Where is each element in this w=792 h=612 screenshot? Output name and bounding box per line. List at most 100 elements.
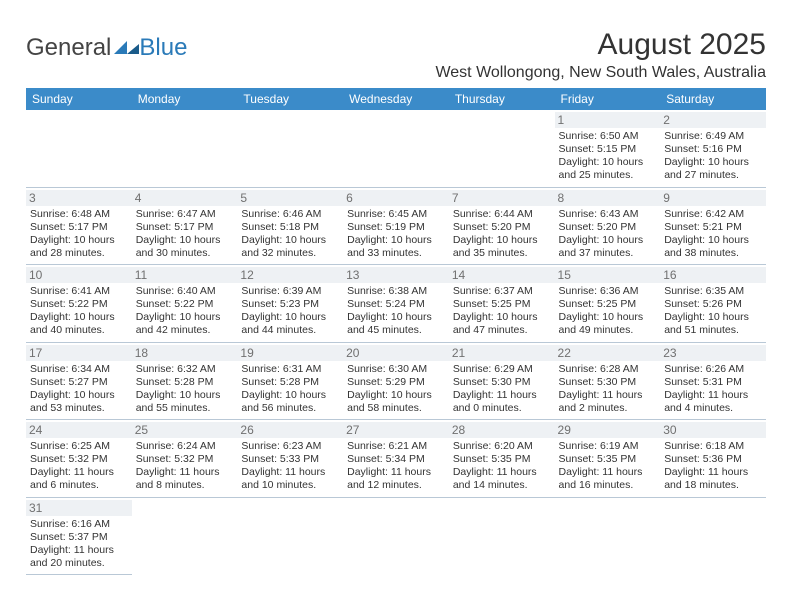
calendar-cell: 28Sunrise: 6:20 AMSunset: 5:35 PMDayligh… (449, 420, 555, 498)
day-number: 6 (343, 190, 449, 206)
day-details: Sunrise: 6:18 AMSunset: 5:36 PMDaylight:… (664, 440, 762, 493)
day-number: 17 (26, 345, 132, 361)
calendar-cell: 13Sunrise: 6:38 AMSunset: 5:24 PMDayligh… (343, 265, 449, 343)
calendar-row: 10Sunrise: 6:41 AMSunset: 5:22 PMDayligh… (26, 265, 766, 343)
calendar-cell: 11 Sunrise: 6:40 AMSunset: 5:22 PMDayligh… (132, 265, 238, 343)
day-number: 30 (660, 422, 766, 438)
day-number: 3 (26, 190, 132, 206)
day-details: Sunrise: 6:21 AMSunset: 5:34 PMDaylight:… (347, 440, 445, 493)
title-block: August 2025 West Wollongong, New South W… (435, 28, 766, 82)
day-details: Sunrise: 6:40 AMSunset: 5:22 PMDaylight:… (136, 285, 234, 338)
day-details: Sunrise: 6:16 AMSunset: 5:37 PMDaylight:… (30, 518, 128, 571)
calendar-cell: 6 Sunrise: 6:45 AMSunset: 5:19 PMDaylight… (343, 187, 449, 265)
calendar-cell: 26Sunrise: 6:23 AMSunset: 5:33 PMDayligh… (237, 420, 343, 498)
calendar-table: Sunday Monday Tuesday Wednesday Thursday… (26, 88, 766, 575)
day-number: 25 (132, 422, 238, 438)
calendar-cell: 24 Sunrise: 6:25 AMSunset: 5:32 PMDayligh… (26, 420, 132, 498)
day-number: 18 (132, 345, 238, 361)
day-details: Sunrise: 6:24 AMSunset: 5:32 PMDaylight:… (136, 440, 234, 493)
calendar-cell (237, 497, 343, 575)
calendar-cell: 17 Sunrise: 6:34 AMSunset: 5:27 PMDayligh… (26, 342, 132, 420)
day-number: 13 (343, 267, 449, 283)
day-details: Sunrise: 6:20 AMSunset: 5:35 PMDaylight:… (453, 440, 551, 493)
day-number: 11 (132, 267, 238, 283)
dayname: Tuesday (237, 88, 343, 110)
calendar-cell: 29 Sunrise: 6:19 AMSunset: 5:35 PMDayligh… (555, 420, 661, 498)
day-number: 12 (237, 267, 343, 283)
day-number: 31 (26, 500, 132, 516)
day-details: Sunrise: 6:41 AMSunset: 5:22 PMDaylight:… (30, 285, 128, 338)
calendar-row: 24 Sunrise: 6:25 AMSunset: 5:32 PMDayligh… (26, 420, 766, 498)
header: General Blue August 2025 West Wollongong… (26, 28, 766, 82)
calendar-cell (26, 110, 132, 187)
calendar-row: 1 Sunrise: 6:50 AMSunset: 5:15 PMDaylight… (26, 110, 766, 187)
day-number: 4 (132, 190, 238, 206)
calendar-row: 31 Sunrise: 6:16 AMSunset: 5:37 PMDayligh… (26, 497, 766, 575)
day-details: Sunrise: 6:50 AMSunset: 5:15 PMDaylight:… (559, 130, 657, 183)
day-header-row: Sunday Monday Tuesday Wednesday Thursday… (26, 88, 766, 110)
day-number: 20 (343, 345, 449, 361)
day-details: Sunrise: 6:31 AMSunset: 5:28 PMDaylight:… (241, 363, 339, 416)
day-details: Sunrise: 6:37 AMSunset: 5:25 PMDaylight:… (453, 285, 551, 338)
dayname: Sunday (26, 88, 132, 110)
calendar-cell: 4 Sunrise: 6:47 AMSunset: 5:17 PMDaylight… (132, 187, 238, 265)
day-number: 26 (237, 422, 343, 438)
day-details: Sunrise: 6:42 AMSunset: 5:21 PMDaylight:… (664, 208, 762, 261)
dayname: Monday (132, 88, 238, 110)
day-details: Sunrise: 6:48 AMSunset: 5:17 PMDaylight:… (30, 208, 128, 261)
calendar-row: 3 Sunrise: 6:48 AMSunset: 5:17 PMDaylight… (26, 187, 766, 265)
day-details: Sunrise: 6:19 AMSunset: 5:35 PMDaylight:… (559, 440, 657, 493)
day-details: Sunrise: 6:49 AMSunset: 5:16 PMDaylight:… (664, 130, 762, 183)
day-number: 16 (660, 267, 766, 283)
calendar-cell: 21Sunrise: 6:29 AMSunset: 5:30 PMDayligh… (449, 342, 555, 420)
day-details: Sunrise: 6:47 AMSunset: 5:17 PMDaylight:… (136, 208, 234, 261)
calendar-cell: 25 Sunrise: 6:24 AMSunset: 5:32 PMDayligh… (132, 420, 238, 498)
day-number: 8 (555, 190, 661, 206)
day-details: Sunrise: 6:43 AMSunset: 5:20 PMDaylight:… (559, 208, 657, 261)
day-details: Sunrise: 6:32 AMSunset: 5:28 PMDaylight:… (136, 363, 234, 416)
calendar-cell: 20 Sunrise: 6:30 AMSunset: 5:29 PMDayligh… (343, 342, 449, 420)
calendar-cell: 9 Sunrise: 6:42 AMSunset: 5:21 PMDaylight… (660, 187, 766, 265)
day-number: 9 (660, 190, 766, 206)
day-details: Sunrise: 6:39 AMSunset: 5:23 PMDaylight:… (241, 285, 339, 338)
day-number: 15 (555, 267, 661, 283)
day-details: Sunrise: 6:30 AMSunset: 5:29 PMDaylight:… (347, 363, 445, 416)
day-number: 24 (26, 422, 132, 438)
logo: General Blue (26, 34, 187, 62)
logo-text-1: General (26, 34, 111, 62)
day-number: 14 (449, 267, 555, 283)
calendar-cell: 2 Sunrise: 6:49 AMSunset: 5:16 PMDaylight… (660, 110, 766, 187)
day-details: Sunrise: 6:25 AMSunset: 5:32 PMDaylight:… (30, 440, 128, 493)
calendar-cell: 22Sunrise: 6:28 AMSunset: 5:30 PMDayligh… (555, 342, 661, 420)
day-number: 5 (237, 190, 343, 206)
location: West Wollongong, New South Wales, Austra… (435, 64, 766, 82)
calendar-cell: 7Sunrise: 6:44 AMSunset: 5:20 PMDaylight… (449, 187, 555, 265)
day-details: Sunrise: 6:34 AMSunset: 5:27 PMDaylight:… (30, 363, 128, 416)
day-number: 23 (660, 345, 766, 361)
day-details: Sunrise: 6:46 AMSunset: 5:18 PMDaylight:… (241, 208, 339, 261)
brand-icon (113, 39, 141, 57)
day-details: Sunrise: 6:45 AMSunset: 5:19 PMDaylight:… (347, 208, 445, 261)
calendar-cell: 23 Sunrise: 6:26 AMSunset: 5:31 PMDayligh… (660, 342, 766, 420)
day-number: 2 (660, 112, 766, 128)
day-number: 22 (555, 345, 661, 361)
calendar-cell (555, 497, 661, 575)
calendar-row: 17 Sunrise: 6:34 AMSunset: 5:27 PMDayligh… (26, 342, 766, 420)
dayname: Saturday (660, 88, 766, 110)
day-number: 27 (343, 422, 449, 438)
calendar-cell (343, 110, 449, 187)
calendar-cell: 18 Sunrise: 6:32 AMSunset: 5:28 PMDayligh… (132, 342, 238, 420)
calendar-cell (237, 110, 343, 187)
calendar-cell: 5 Sunrise: 6:46 AMSunset: 5:18 PMDaylight… (237, 187, 343, 265)
calendar-cell: 19 Sunrise: 6:31 AMSunset: 5:28 PMDayligh… (237, 342, 343, 420)
calendar-cell: 3 Sunrise: 6:48 AMSunset: 5:17 PMDaylight… (26, 187, 132, 265)
calendar-cell (132, 497, 238, 575)
calendar-cell: 1 Sunrise: 6:50 AMSunset: 5:15 PMDaylight… (555, 110, 661, 187)
day-number: 1 (555, 112, 661, 128)
day-details: Sunrise: 6:26 AMSunset: 5:31 PMDaylight:… (664, 363, 762, 416)
calendar-cell: 31 Sunrise: 6:16 AMSunset: 5:37 PMDayligh… (26, 497, 132, 575)
calendar-cell: 12 Sunrise: 6:39 AMSunset: 5:23 PMDayligh… (237, 265, 343, 343)
calendar-cell: 27 Sunrise: 6:21 AMSunset: 5:34 PMDayligh… (343, 420, 449, 498)
day-number: 19 (237, 345, 343, 361)
day-number: 29 (555, 422, 661, 438)
